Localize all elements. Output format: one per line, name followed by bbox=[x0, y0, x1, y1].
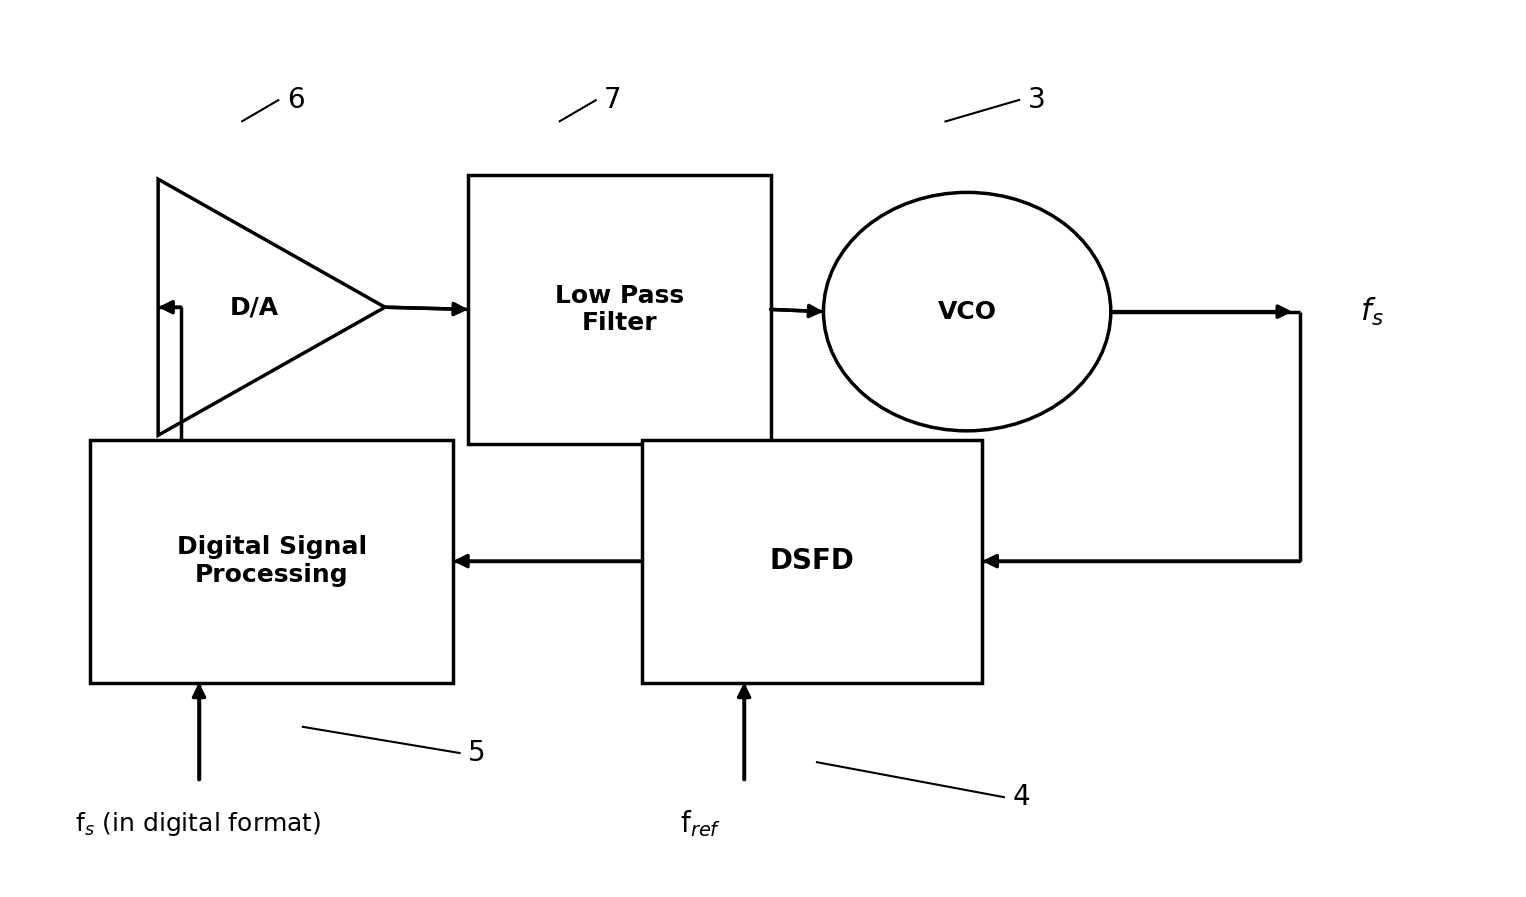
Text: Low Pass
Filter: Low Pass Filter bbox=[555, 283, 684, 335]
Text: f$_{ref}$: f$_{ref}$ bbox=[681, 808, 722, 840]
Text: f$_s$ (in digital format): f$_s$ (in digital format) bbox=[75, 810, 322, 838]
Text: VCO: VCO bbox=[937, 300, 996, 324]
Text: D/A: D/A bbox=[230, 295, 279, 319]
Bar bbox=[642, 440, 983, 683]
Text: DSFD: DSFD bbox=[769, 547, 855, 575]
Bar bbox=[468, 175, 771, 444]
Text: Digital Signal
Processing: Digital Signal Processing bbox=[177, 536, 366, 587]
Bar bbox=[90, 440, 453, 683]
Text: f$_s$: f$_s$ bbox=[1360, 296, 1384, 327]
Text: 4: 4 bbox=[1012, 783, 1030, 811]
Text: 7: 7 bbox=[604, 86, 623, 114]
Text: 3: 3 bbox=[1027, 86, 1045, 114]
Text: 5: 5 bbox=[468, 739, 485, 767]
Text: 6: 6 bbox=[287, 86, 304, 114]
